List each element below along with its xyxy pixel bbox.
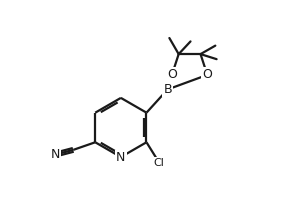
Text: N: N bbox=[116, 151, 126, 164]
Text: O: O bbox=[167, 68, 177, 81]
Text: Cl: Cl bbox=[153, 158, 164, 168]
Text: N: N bbox=[51, 148, 60, 161]
Text: B: B bbox=[163, 83, 172, 96]
Text: O: O bbox=[202, 68, 212, 81]
